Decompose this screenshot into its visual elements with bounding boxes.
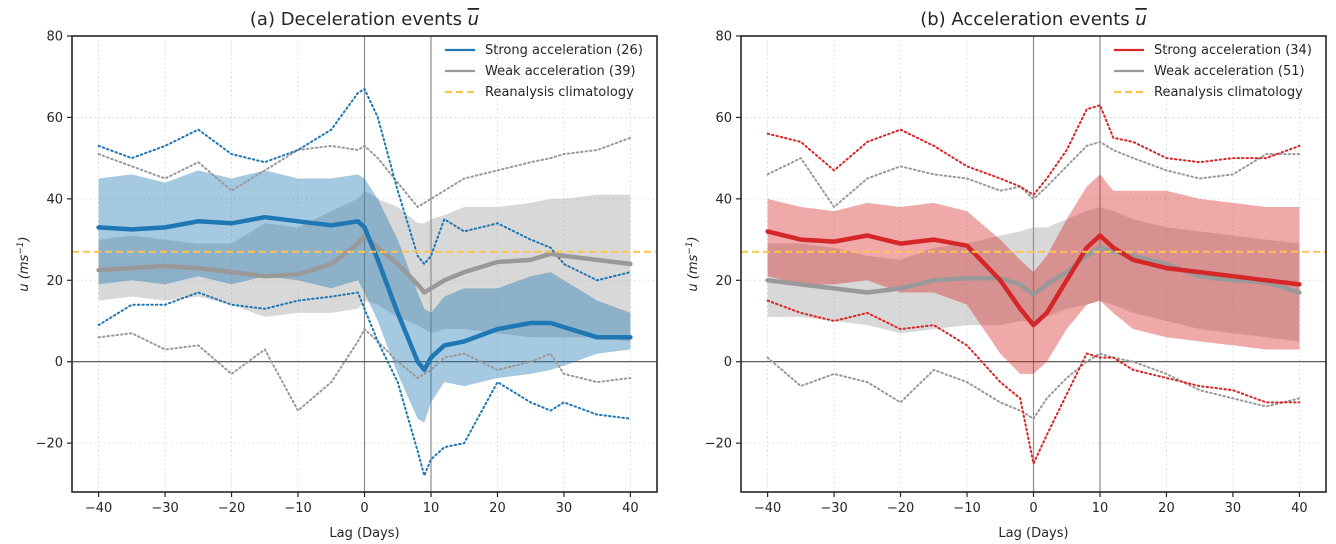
- legend-label: Reanalysis climatology: [485, 85, 634, 100]
- x-tick-label: −20: [218, 501, 245, 516]
- x-tick-label: 40: [1291, 501, 1308, 516]
- legend-label: Strong acceleration (26): [485, 43, 643, 58]
- x-tick-label: −30: [151, 501, 178, 516]
- legend-label: Weak acceleration (39): [485, 64, 636, 79]
- x-tick-label: −40: [754, 501, 781, 516]
- x-tick-label: 30: [556, 501, 573, 516]
- x-axis-title: Lag (Days): [329, 526, 399, 541]
- x-tick-label: 0: [1029, 501, 1037, 516]
- y-tick-label: 40: [715, 192, 732, 207]
- x-tick-label: 30: [1225, 501, 1242, 516]
- weak-upper-extreme-line: [97, 136, 632, 209]
- x-tick-label: 20: [489, 501, 506, 516]
- legend-label: Weak acceleration (51): [1154, 64, 1305, 79]
- y-tick-label: −20: [36, 437, 63, 452]
- strong-lower-extreme-line: [97, 291, 632, 479]
- strong-mean-line: [765, 229, 1302, 328]
- x-tick-label: −10: [284, 501, 311, 516]
- x-tick-label: −20: [887, 501, 914, 516]
- y-tick-label: 0: [55, 355, 63, 370]
- x-tick-label: −10: [953, 501, 980, 516]
- y-tick-label: 20: [715, 274, 732, 289]
- legend-label: Reanalysis climatology: [1154, 85, 1303, 100]
- x-tick-label: 10: [1092, 501, 1109, 516]
- strong-mean-line: [96, 214, 633, 373]
- x-tick-label: −40: [85, 501, 112, 516]
- panel-title: (a) Deceleration events u: [250, 9, 479, 30]
- x-tick-label: 40: [622, 501, 639, 516]
- x-axis-title: Lag (Days): [998, 526, 1068, 541]
- panel-title: (b) Acceleration events u: [920, 9, 1147, 30]
- legend-label: Strong acceleration (34): [1154, 43, 1312, 58]
- strong-spread-band: [98, 170, 631, 423]
- y-tick-label: 60: [46, 111, 63, 126]
- y-tick-label: −20: [705, 437, 732, 452]
- y-axis-title: u (ms−1): [16, 236, 32, 291]
- strong-upper-extreme-line: [766, 103, 1301, 197]
- y-tick-label: 40: [46, 192, 63, 207]
- y-tick-label: 0: [724, 355, 732, 370]
- chart-panel-a: −40 −30 −20 −10 0 10 20 30 40 −20 0 20 40 60 80 Lag (Da…: [16, 9, 658, 541]
- strong-spread-band: [767, 174, 1300, 374]
- weak-lower-extreme-line: [766, 352, 1301, 421]
- weak-spread-band: [98, 190, 631, 342]
- weak-mean-line: [96, 233, 633, 295]
- weak-upper-extreme-line: [766, 140, 1301, 209]
- weak-spread-band: [767, 207, 1300, 342]
- x-tick-label: 10: [423, 501, 440, 516]
- y-tick-label: 20: [46, 274, 63, 289]
- x-tick-label: 0: [360, 501, 368, 516]
- weak-lower-extreme-line: [97, 327, 632, 413]
- y-tick-label: 60: [715, 111, 732, 126]
- y-axis-title: u (ms−1): [685, 236, 701, 291]
- strong-lower-extreme-line: [766, 299, 1301, 467]
- strong-upper-extreme-line: [97, 87, 632, 282]
- x-tick-label: −30: [820, 501, 847, 516]
- y-tick-label: 80: [46, 30, 63, 45]
- y-tick-label: 80: [715, 30, 732, 45]
- x-tick-label: 20: [1158, 501, 1175, 516]
